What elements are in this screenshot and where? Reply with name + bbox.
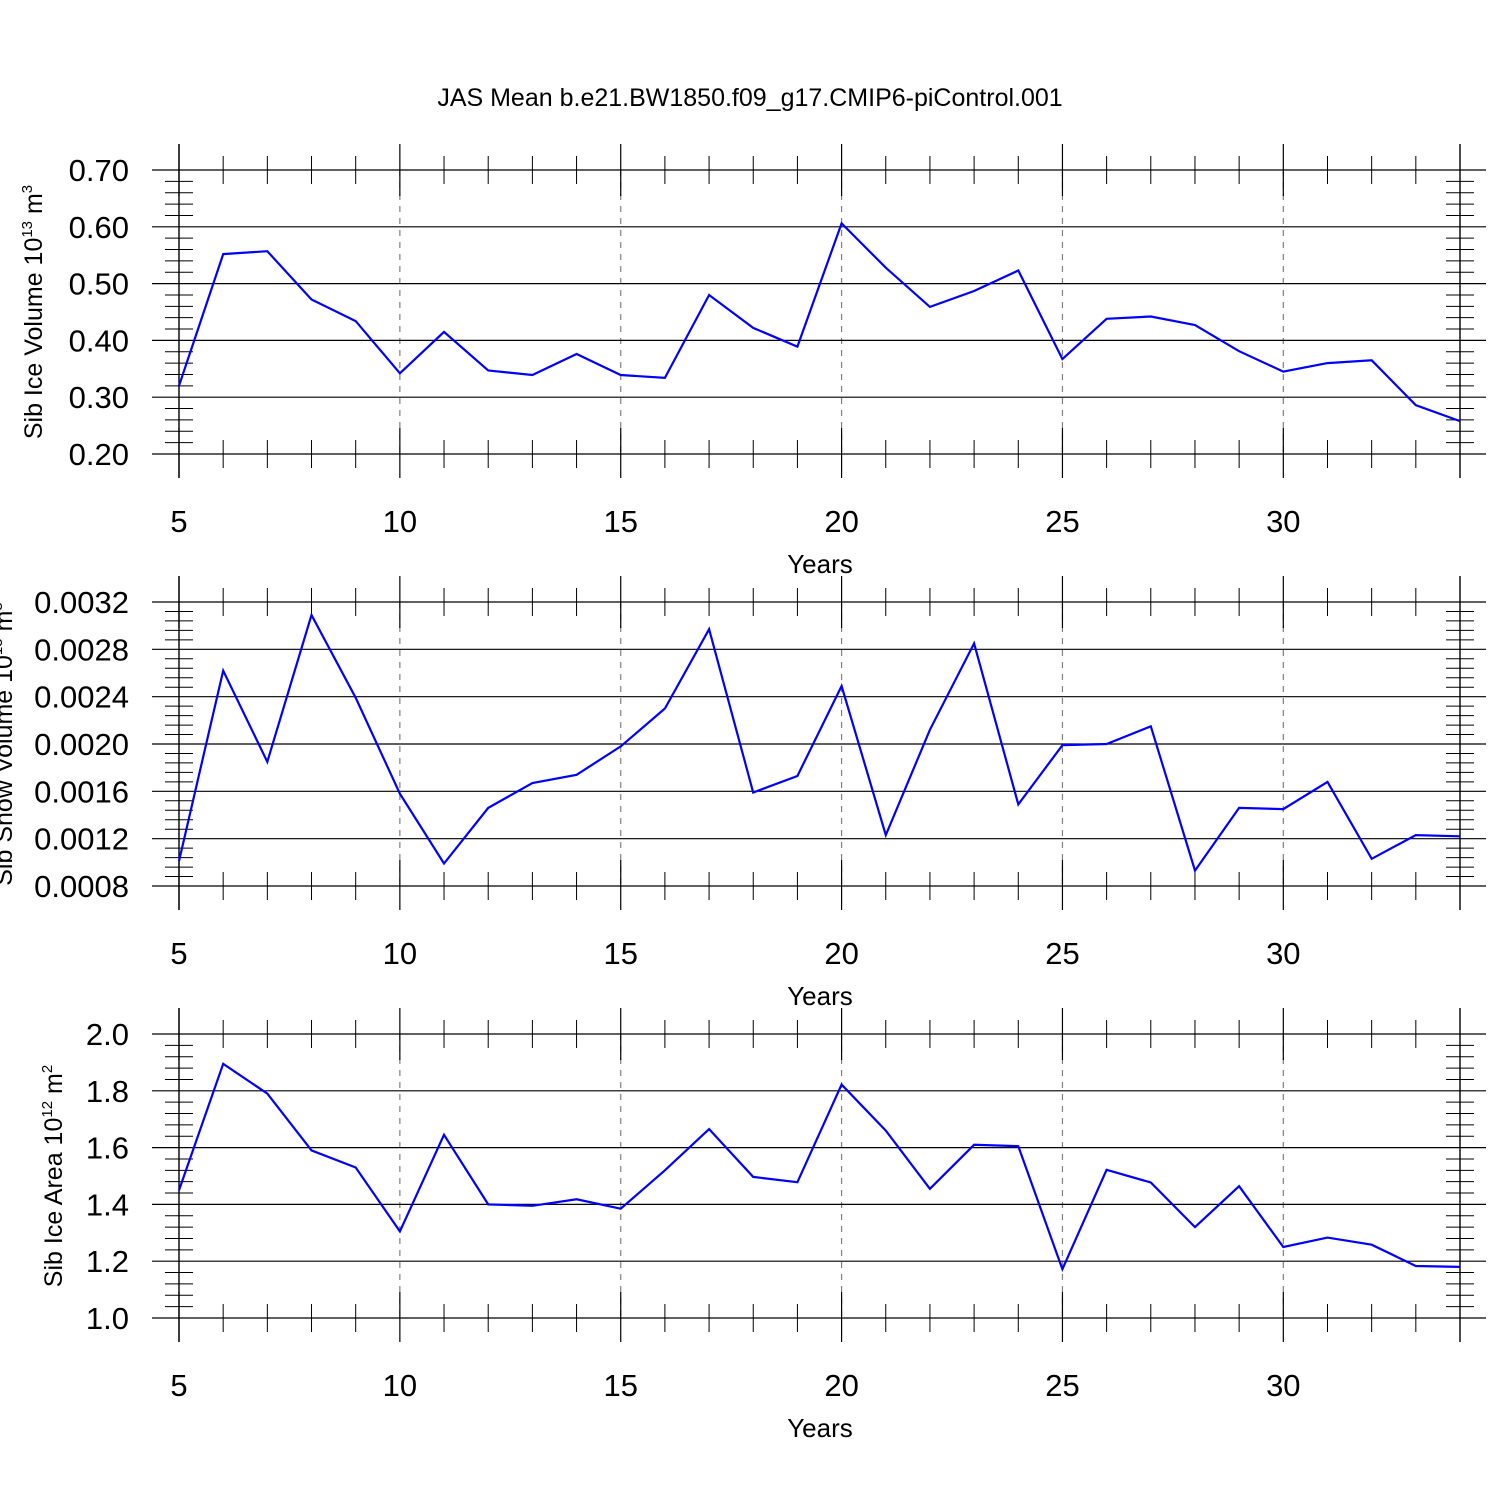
x-axis-label: Years <box>787 549 853 579</box>
x-axis-label: Years <box>787 981 853 1011</box>
y-tick-label: 2.0 <box>86 1017 129 1052</box>
x-tick-label: 15 <box>603 1368 637 1403</box>
y-tick-label: 1.8 <box>86 1074 129 1109</box>
y-tick-label: 0.0016 <box>34 774 129 809</box>
y-tick-label: 0.40 <box>69 323 129 358</box>
y-label-superscript: 3 <box>0 602 6 610</box>
y-tick-label: 1.4 <box>86 1187 129 1222</box>
y-tick-label: 1.2 <box>86 1244 129 1279</box>
y-axis-label: Sib Ice Area 1012 m2 <box>39 1065 68 1287</box>
series-line <box>177 221 1461 423</box>
y-tick-label: 0.60 <box>69 210 129 245</box>
y-tick-label: 0.70 <box>69 153 129 188</box>
y-label-superscript: 3 <box>19 185 36 193</box>
y-tick-label: 0.0008 <box>34 869 129 904</box>
x-tick-label: 5 <box>170 504 187 539</box>
y-label-text: Sib Ice Area 10 <box>40 1118 68 1288</box>
x-tick-label: 20 <box>824 1368 858 1403</box>
panel-1: 0.20 0.30 0.40 0.50 0.60 0.70 5 10 15 20 25 30 Years… <box>19 144 1486 579</box>
y-label-superscript: 13 <box>19 221 36 238</box>
x-tick-label: 10 <box>383 1368 417 1403</box>
y-label-superscript: 13 <box>0 638 6 655</box>
y-label-text: m <box>20 193 48 221</box>
x-tick-label: 25 <box>1045 936 1079 971</box>
y-tick-label: 0.30 <box>69 380 129 415</box>
panels: 0.200.300.400.500.600.705 10 15 20 25 30Years… <box>0 144 1486 1443</box>
x-tick-label: 25 <box>1045 504 1079 539</box>
y-tick-label: 0.20 <box>69 437 129 472</box>
x-tick-label: 5 <box>170 936 187 971</box>
x-tick-label: 15 <box>603 936 637 971</box>
chart-title: JAS Mean b.e21.BW1850.f09_g17.CMIP6-piCo… <box>437 84 1062 112</box>
y-tick-label: 1.6 <box>86 1131 129 1166</box>
x-tick-label: 20 <box>824 936 858 971</box>
x-axis-label: Years <box>787 1413 853 1443</box>
series-line <box>177 1062 1461 1273</box>
y-axis-label: Sib Snow Volume 1013 m3 <box>0 602 18 886</box>
y-tick-label: 0.0024 <box>34 680 129 715</box>
x-tick-label: 30 <box>1266 504 1300 539</box>
y-label-text: Sib Snow Volume 10 <box>0 655 18 886</box>
y-axis-label: Sib Ice Volume 1013 m3 <box>19 185 48 439</box>
panel-2: 0.0008 0.0012 0.0016 0.0020 0.0024 0.0028 0.00… <box>0 576 1486 1011</box>
y-label-superscript: 12 <box>39 1101 56 1118</box>
panel-3: 1.0 1.2 1.4 1.6 1.8 2.0 5 10 15 20 25 30 Years Sib Ic… <box>39 1008 1486 1443</box>
x-tick-label: 20 <box>824 504 858 539</box>
y-tick-label: 0.50 <box>69 267 129 302</box>
y-tick-label: 0.0028 <box>34 632 129 667</box>
y-label-text: Sib Ice Volume 10 <box>20 238 48 440</box>
x-tick-label: 25 <box>1045 1368 1079 1403</box>
y-tick-label: 1.0 <box>86 1301 129 1336</box>
x-tick-label: 30 <box>1266 1368 1300 1403</box>
series-line <box>177 612 1461 874</box>
y-label-text: m <box>40 1073 68 1101</box>
x-tick-label: 15 <box>603 504 637 539</box>
y-tick-label: 0.0020 <box>34 727 129 762</box>
y-label-superscript: 2 <box>39 1065 56 1073</box>
x-tick-label: 5 <box>170 1368 187 1403</box>
y-tick-label: 0.0032 <box>34 585 129 620</box>
y-tick-label: 0.0012 <box>34 822 129 857</box>
x-tick-label: 10 <box>383 936 417 971</box>
x-tick-label: 30 <box>1266 936 1300 971</box>
y-label-text: m <box>0 611 18 639</box>
x-tick-label: 10 <box>383 504 417 539</box>
